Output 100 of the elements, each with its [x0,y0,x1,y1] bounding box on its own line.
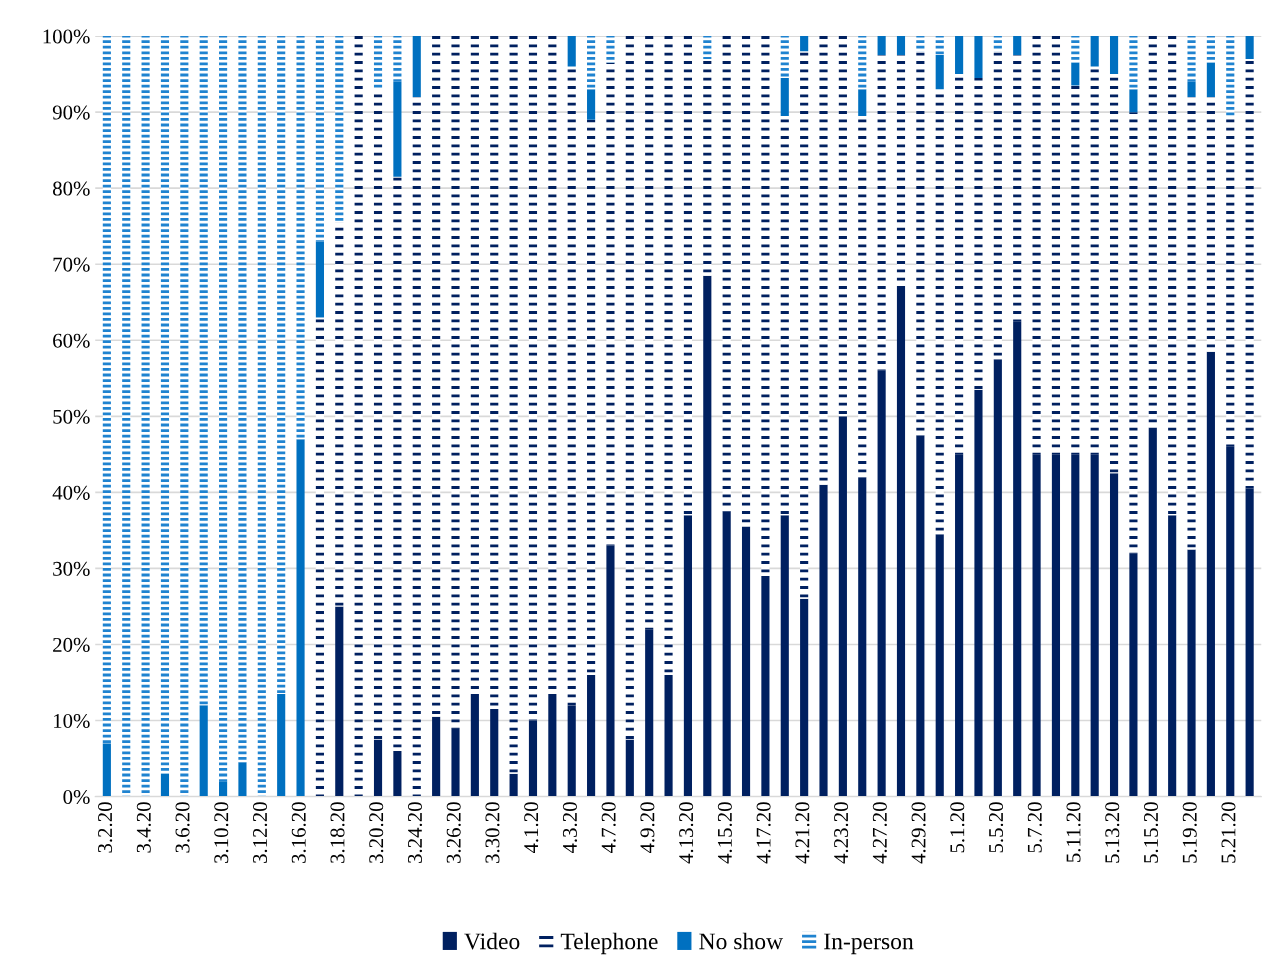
bar [1109,74,1119,474]
bar [509,773,518,797]
bar [1129,36,1138,90]
bar [955,74,964,455]
bar [935,55,944,90]
bar [1129,112,1138,554]
bar [160,773,170,797]
bar [974,389,983,797]
x-tick-label: 5.21.20 [1221,802,1236,863]
bar [567,66,576,706]
bar [722,511,731,797]
bar [393,176,402,751]
x-tick-label: 3.24.20 [407,802,423,863]
bar [528,720,538,797]
y-tick-label: 10% [54,713,90,729]
bar [432,36,441,717]
legend-label: In-person [824,933,914,955]
bar [412,96,421,797]
x-tick-label: 4.13.20 [679,802,694,864]
bar [993,359,1002,797]
bar [935,36,944,56]
bar [567,705,576,797]
bar [528,36,538,721]
legend-label: No show [699,932,784,950]
bar [180,36,189,797]
x-tick-label: 4.7.20 [601,802,616,854]
bar [993,36,1002,52]
bar [451,36,460,729]
bar [587,89,596,120]
bar [838,416,847,797]
bar [587,119,596,675]
bar [160,36,170,774]
bar [664,674,673,797]
bar [451,728,460,797]
bar [1051,454,1061,797]
y-tick-label: 100% [43,29,90,44]
bar [1187,81,1196,97]
bar [664,36,673,675]
bar [199,36,208,706]
bar [683,36,692,516]
bar [1187,96,1196,550]
bar [1071,85,1080,455]
bar [606,36,615,63]
x-tick-label: 4.29.20 [911,802,926,864]
y-tick-label: 0% [63,789,90,805]
legend-label: Video [464,932,520,950]
bar [1226,446,1235,797]
bar [296,36,305,440]
bar [277,693,286,797]
bar [1129,89,1138,113]
bar [955,36,964,75]
bar [122,36,131,797]
bar [432,716,441,797]
bar [1206,351,1215,797]
bar [315,241,324,318]
bar [238,762,247,797]
bar [393,750,402,797]
x-tick-label: 4.23.20 [834,802,849,864]
bar [1051,36,1061,455]
bar [199,705,208,797]
x-tick-label: 3.12.20 [252,802,268,863]
bar [567,36,576,67]
x-tick-label: 4.21.20 [795,802,810,864]
bar [916,435,925,797]
bar [587,36,596,90]
bar [722,36,731,512]
bar [393,81,402,177]
bar [219,781,228,797]
bar [1013,36,1022,56]
bar [335,36,344,223]
bar [625,36,634,740]
bar [354,36,363,797]
x-tick-label: 3.2.20 [98,802,113,853]
bar [1032,36,1041,455]
y-tick-label: 90% [52,105,90,120]
x-tick-label: 4.27.20 [872,802,887,864]
bar [1090,36,1099,67]
bar [916,36,925,52]
bar [645,629,654,797]
bar [1245,58,1254,489]
bar [1206,36,1215,63]
bar [490,709,499,797]
bar [896,287,906,797]
bar [974,77,983,390]
x-tick-label: 3.18.20 [330,802,345,863]
bar [993,51,1002,360]
bar [1071,454,1080,797]
y-tick-label: 60% [53,333,90,348]
bar [819,484,828,797]
bar [257,36,266,797]
bar [838,36,847,417]
y-tick-label: 80% [52,181,90,196]
x-tick-label: 5.5.20 [989,802,1004,853]
bar [761,576,770,797]
bar [780,77,789,116]
bar [896,36,906,56]
bar [703,275,712,797]
y-tick-label: 40% [52,485,90,500]
bar [373,739,383,797]
bar [1168,515,1177,797]
